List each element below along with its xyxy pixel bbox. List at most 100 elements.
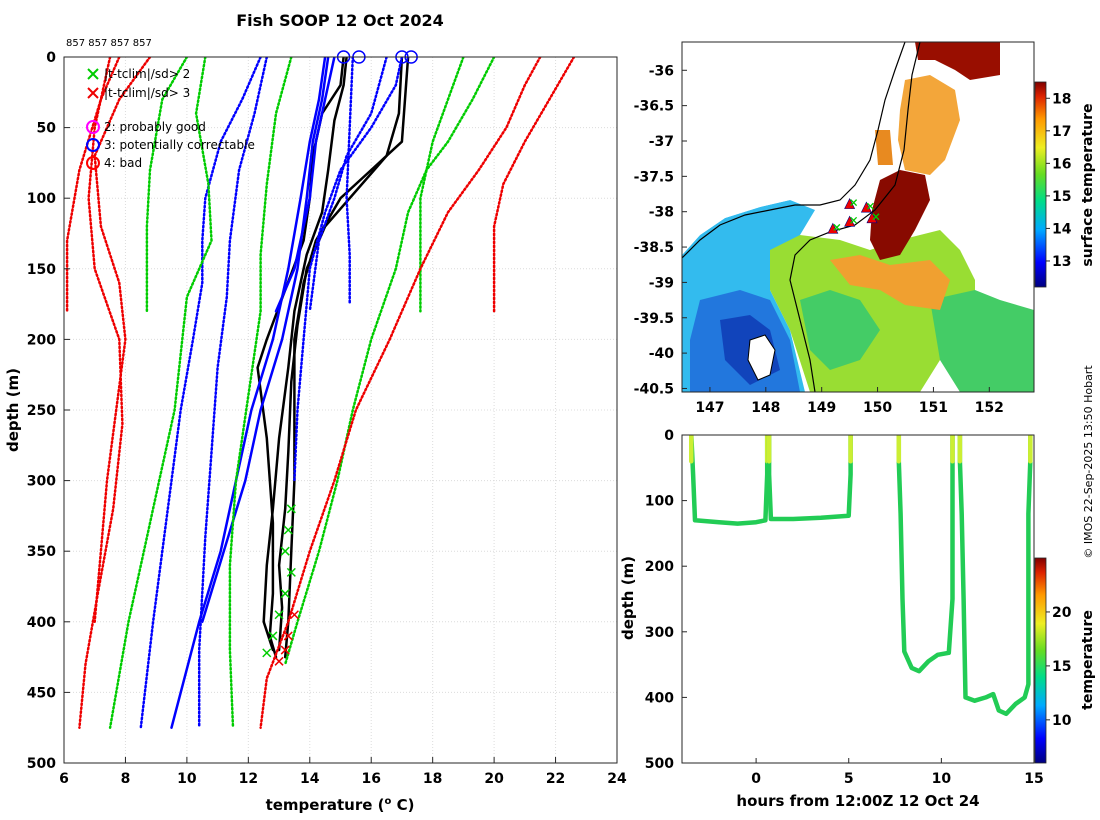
profile-legend: |t-tclim|/sd> 2 |t-tclim|/sd> 3 2: proba… [86,67,255,170]
section-plot-area [682,435,1034,763]
section-y-axis-label: depth (m) [619,556,637,640]
profile-series-6 [274,57,336,313]
map-y-tick-label: -37 [649,134,674,150]
profile-series-9 [139,57,262,729]
temperature-colorbar-label: temperature [1080,610,1096,710]
land-mainland [682,42,905,255]
y-tick-label: 450 [27,685,56,701]
profile-series-18 [259,57,542,729]
section-x-tick-label: 15 [1024,771,1043,787]
legend-x-marker-green [87,68,99,80]
legend-entry-sd3: |t-tclim|/sd> 3 [87,86,190,100]
map-y-tick-label: -39 [649,275,674,291]
legend-x-marker-red [87,87,99,99]
section-cast-3 [957,435,1033,717]
map-y-tick-label: -39.5 [634,311,674,327]
profile-series [65,57,576,729]
legend-circle-blue [86,138,100,152]
x-tick-label: 12 [239,771,258,787]
legend-label-sd2: |t-tclim|/sd> 2 [104,67,190,81]
profile-ticks: 6 8 10 12 14 16 18 20 22 24 0 50 100 150 200 250 300 350 4… [27,50,627,787]
map-stations [827,197,880,234]
profile-series-14 [145,57,189,313]
map-y-tick-label: -40 [649,346,675,362]
profile-series-4 [170,57,327,729]
sst-cb-tick-label: 14 [1052,221,1072,237]
sst-cb-tick-label: 17 [1052,124,1071,140]
sd-marker-2 [280,546,290,556]
x-tick-label: 22 [546,771,565,787]
legend-circle-red [86,156,100,170]
sd-marker-10 [280,645,290,655]
x-tick-label: 6 [59,771,69,787]
profile-series-10 [197,57,269,729]
station-sd-marker-3 [866,202,874,210]
map-y-tick-label: -40.5 [634,381,674,397]
map-frame [681,41,1035,393]
profile-y-axis-label: depth (m) [4,368,22,452]
y-tick-label: 100 [27,191,56,207]
sd-marker-11 [274,656,284,666]
sst-green-eddy [800,290,880,370]
sd-marker-7 [262,648,272,658]
y-tick-label: 250 [27,403,56,419]
station-sd-marker-4 [872,213,880,221]
section-y-tick-label: 300 [645,625,674,641]
temp-cb-tick-label: 20 [1052,605,1072,621]
sd-marker-4 [280,589,290,599]
profile-series-1 [277,57,404,652]
section-cast-2 [896,435,955,674]
temperature-colorbar [1034,557,1047,764]
profile-series-8 [308,57,388,313]
x-tick-label: 16 [361,771,380,787]
sst-map: 147 148 149 150 151 152 -36 -36.5 -37 -37.5 -38 -38… [634,41,1096,416]
profile-series-17 [492,57,576,313]
section-x-tick-label: 10 [932,771,952,787]
sst-warm-patch [875,130,893,165]
section-ticks: 0 5 10 15 0 100 200 300 400 500 [645,428,1044,787]
section-x-axis-label: hours from 12:00Z 12 Oct 24 [736,792,979,810]
sst-east-green [930,290,1034,392]
profile-series-11 [345,57,355,306]
y-tick-label: 500 [27,756,56,772]
sst-colorbar [1034,81,1047,288]
section-y-tick-label: 500 [645,756,674,772]
legend-entry-flag4: 4: bad [86,156,142,170]
profile-series-13 [419,57,465,313]
map-x-tick-label: 151 [919,400,948,416]
profile-series-7 [293,57,404,482]
sst-hot-current [870,170,930,260]
sst-cb-tick-label: 13 [1052,254,1071,270]
y-tick-label: 350 [27,544,56,560]
credit-text: © IMOS 22-Sep-2025 13:50 Hobart [1082,365,1095,559]
chart-title: Fish SOOP 12 Oct 2024 [236,11,444,30]
profile-markers [262,50,418,666]
map-ticks: 147 148 149 150 151 152 -36 -36.5 -37 -37.5 -38 -38… [634,63,1004,416]
isobath-contour [789,42,921,392]
profile-series-15 [108,57,213,729]
map-y-tick-label: -36 [649,63,674,79]
section-x-tick-label: 5 [844,771,854,787]
legend-label-flag4: 4: bad [104,156,142,170]
map-x-tick-label: 149 [807,400,836,416]
map-y-tick-label: -37.5 [634,169,674,185]
station-sd-marker-1 [850,216,858,224]
legend-entry-flag2: 2: probably good [86,120,206,134]
map-x-tick-label: 147 [695,400,724,416]
y-tick-label: 300 [27,474,56,490]
y-tick-label: 400 [27,615,56,631]
map-y-tick-label: -38.5 [634,240,674,256]
sst-cb-tick-label: 16 [1052,156,1071,172]
temp-cb-tick-label: 15 [1052,659,1071,675]
x-tick-label: 20 [484,771,504,787]
profile-series-16 [228,57,293,729]
sst-hot-north [915,42,1000,80]
map-x-tick-label: 148 [751,400,780,416]
sd-marker-0 [286,504,296,514]
profile-series-3 [262,57,348,652]
y-tick-label: 150 [27,262,56,278]
legend-label-flag3: 3: potentially correctable [104,138,255,152]
map-x-tick-label: 150 [863,400,892,416]
temp-cb-tick-label: 10 [1052,713,1072,729]
sst-colorbar-label: surface temperature [1080,103,1096,266]
